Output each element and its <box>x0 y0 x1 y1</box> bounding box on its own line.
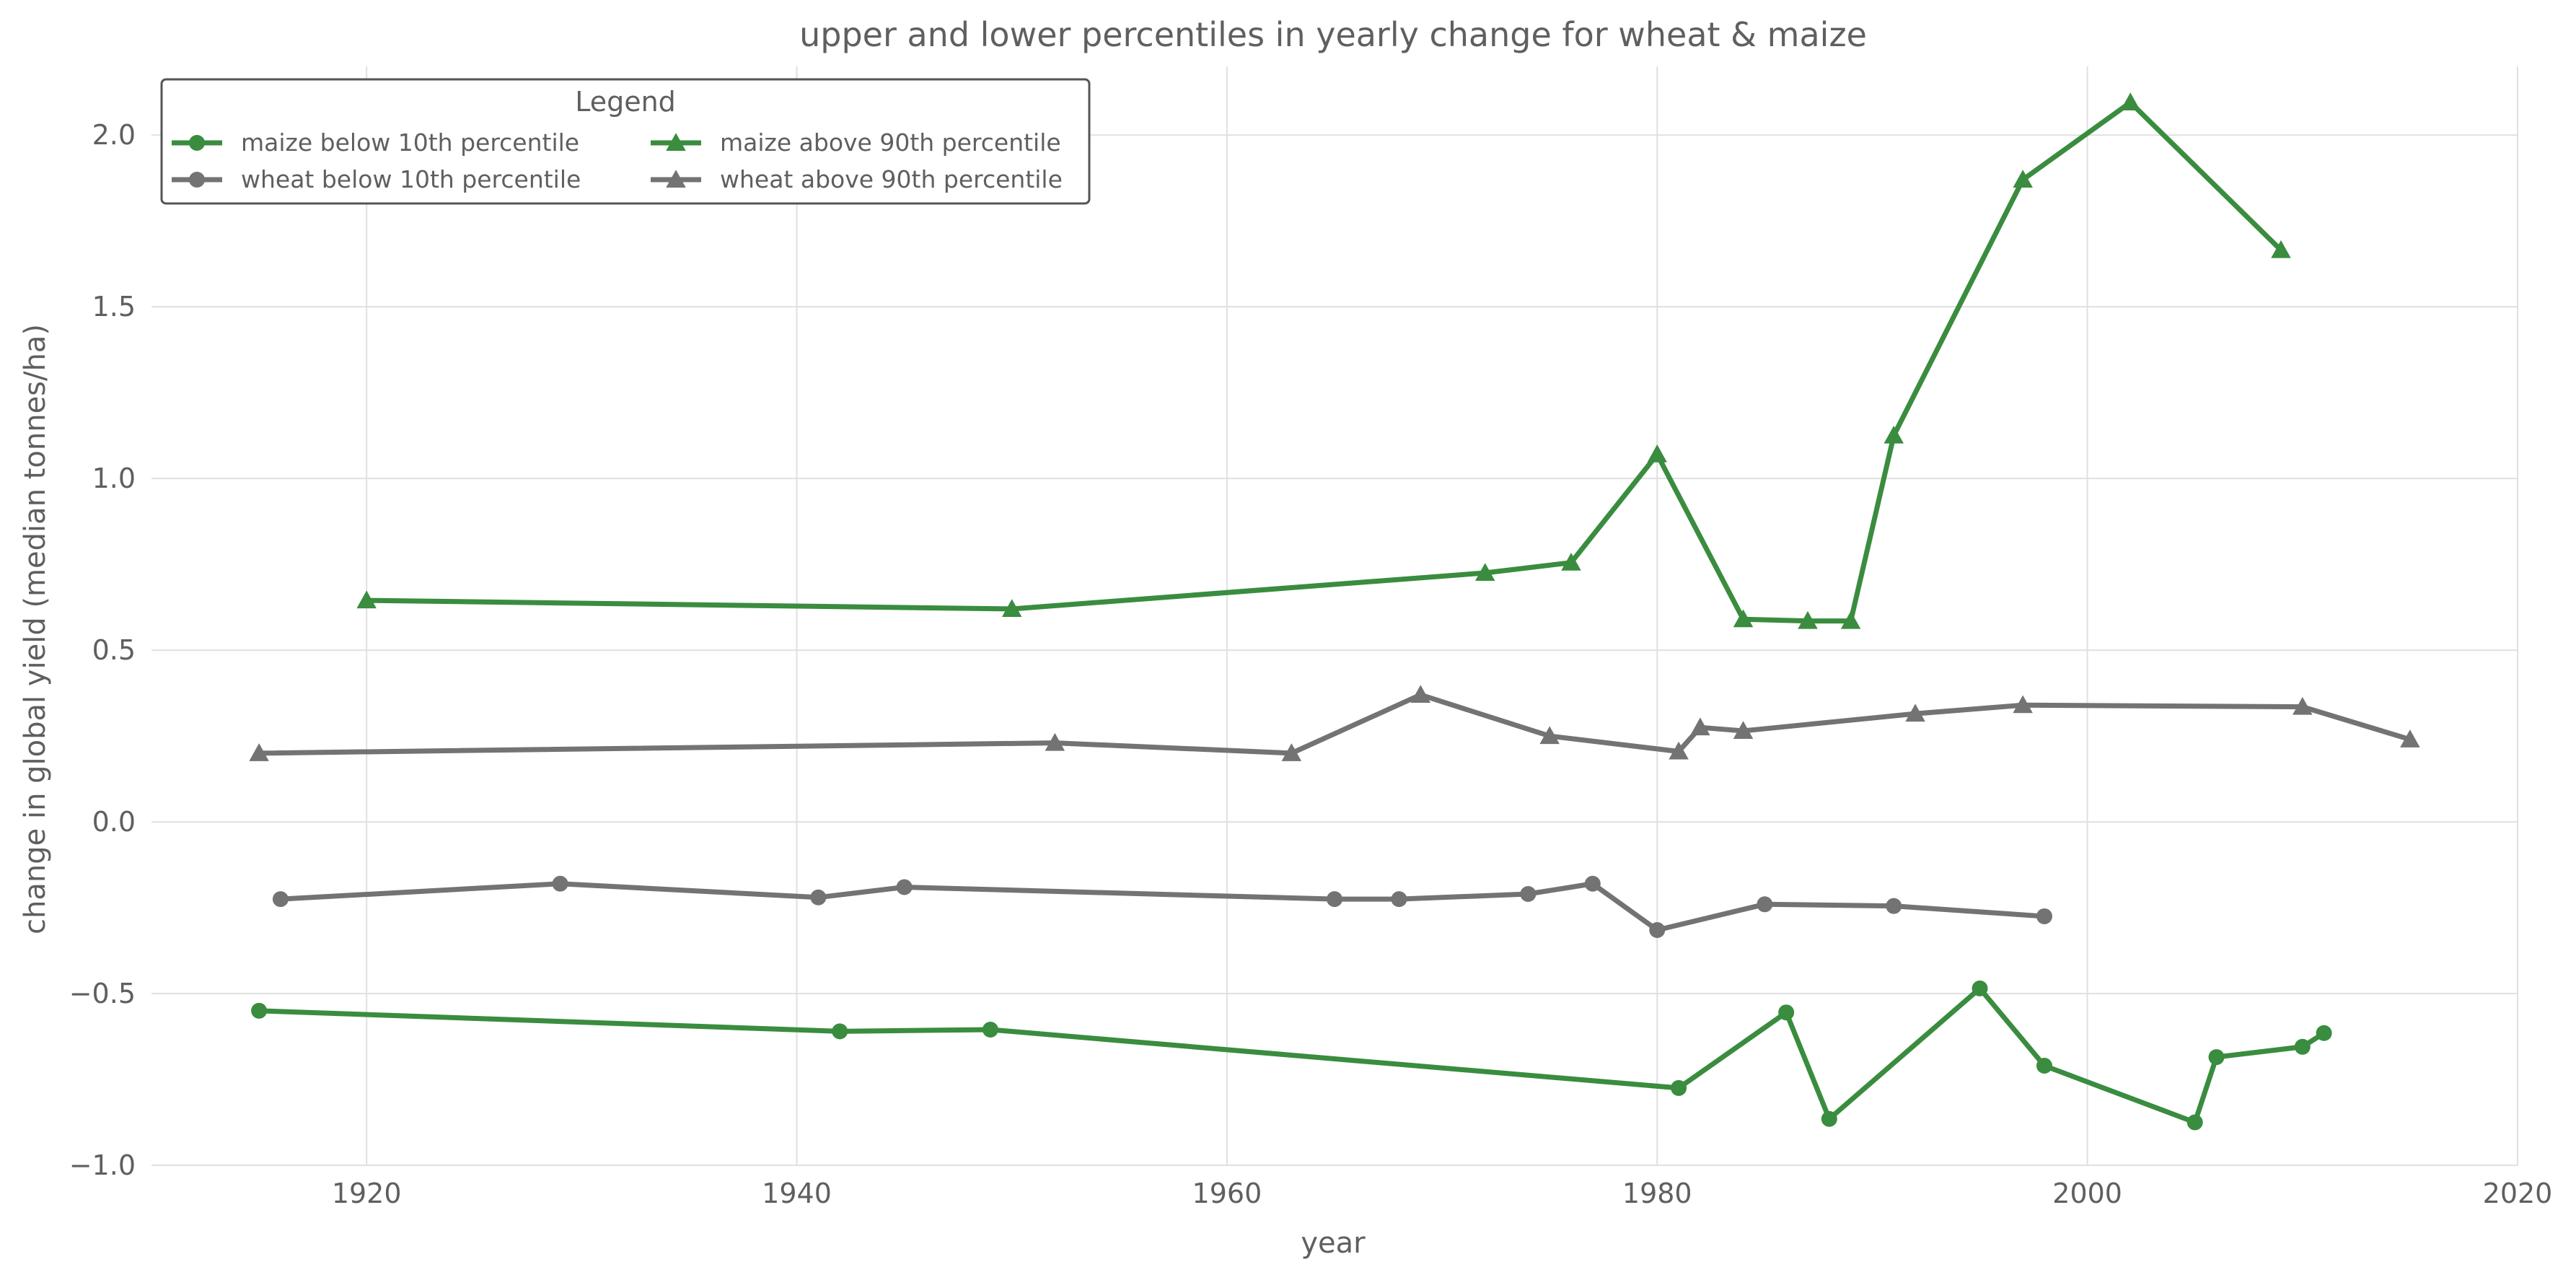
data-point <box>1733 609 1754 628</box>
data-point <box>1883 425 1904 444</box>
data-point <box>2294 1038 2311 1055</box>
data-point <box>2013 170 2033 188</box>
series-layer <box>249 92 2420 1131</box>
data-point <box>189 172 205 188</box>
data-point <box>2400 729 2420 748</box>
data-point <box>1045 732 1065 751</box>
grid <box>151 66 2518 1166</box>
data-point <box>1886 898 1902 914</box>
series-line <box>256 986 2327 1126</box>
x-tick-label: 1960 <box>1192 1178 1262 1209</box>
data-point <box>1905 703 1925 722</box>
y-tick-label: 2.0 <box>92 119 136 151</box>
series-line <box>256 692 2413 756</box>
data-point <box>1671 1079 1687 1096</box>
data-point <box>2208 1049 2225 1066</box>
series-line <box>278 881 2047 933</box>
data-point <box>2013 695 2033 714</box>
data-point <box>1410 685 1431 703</box>
data-point <box>666 133 686 151</box>
data-point <box>1821 1110 1837 1127</box>
series-maize-below-10th-percentile <box>251 980 2332 1131</box>
data-point <box>1281 743 1302 761</box>
legend-label: maize above 90th percentile <box>720 128 1061 157</box>
legend: Legend maize below 10th percentile wheat … <box>160 78 1091 205</box>
data-point <box>2036 908 2052 924</box>
data-point <box>1971 980 1988 996</box>
legend-entry: maize above 90th percentile <box>651 128 1061 157</box>
data-point <box>251 1002 268 1019</box>
data-point <box>832 1023 848 1040</box>
data-point <box>2293 696 2313 715</box>
x-tick-label: 2020 <box>2483 1178 2553 1209</box>
data-point <box>552 875 568 892</box>
data-point <box>1757 896 1773 913</box>
y-tick-label: −0.5 <box>69 978 136 1009</box>
x-tick-label: 1940 <box>762 1178 832 1209</box>
data-point <box>1391 891 1407 908</box>
data-point <box>189 135 205 151</box>
series-maize-above-90th-percentile <box>356 92 2291 629</box>
data-point <box>1798 610 1818 629</box>
data-point <box>2036 1057 2052 1074</box>
data-point <box>2316 1025 2332 1041</box>
x-axis-ticks: 1920 1940 1960 1980 2000 2020 <box>332 1178 2553 1209</box>
data-point <box>1840 610 1861 629</box>
data-point <box>2186 1114 2203 1131</box>
series-wheat-above-90th-percentile <box>249 685 2420 761</box>
data-point <box>272 891 289 908</box>
data-point <box>1539 726 1560 745</box>
series-wheat-below-10th-percentile <box>272 875 2052 938</box>
data-point <box>1520 886 1537 903</box>
y-axis-ticks: −1.0 −0.5 0.0 0.5 1.0 1.5 2.0 <box>69 119 136 1181</box>
data-point <box>1669 741 1689 760</box>
data-point <box>249 743 269 761</box>
legend-label: maize below 10th percentile <box>241 128 579 157</box>
data-point <box>1690 717 1710 736</box>
data-point <box>1647 444 1668 463</box>
data-point <box>1561 552 1581 571</box>
data-point <box>896 879 913 895</box>
y-tick-label: 0.5 <box>92 634 136 666</box>
data-point <box>1778 1004 1795 1021</box>
data-point <box>1474 563 1495 582</box>
legend-items: maize below 10th percentile wheat below 1… <box>172 128 1063 193</box>
x-axis-label: year <box>1301 1227 1366 1260</box>
y-axis-label: change in global yield (median tonnes/ha… <box>19 324 52 934</box>
data-point <box>666 170 686 188</box>
data-point <box>1649 921 1666 938</box>
x-tick-label: 1980 <box>1622 1178 1692 1209</box>
data-point <box>2120 92 2141 110</box>
data-point <box>810 889 827 906</box>
chart-title: upper and lower percentiles in yearly ch… <box>799 15 1867 54</box>
legend-entry: wheat below 10th percentile <box>172 165 581 193</box>
legend-box <box>160 78 1091 205</box>
data-point <box>1327 891 1342 908</box>
legend-title: Legend <box>575 86 676 118</box>
y-tick-label: 1.0 <box>92 463 136 494</box>
y-tick-label: −1.0 <box>69 1149 136 1181</box>
series-line <box>364 100 2284 624</box>
legend-label: wheat above 90th percentile <box>720 165 1063 193</box>
data-point <box>1733 721 1754 739</box>
x-tick-label: 2000 <box>2052 1178 2122 1209</box>
data-point <box>1001 599 1022 617</box>
data-point <box>1584 875 1601 892</box>
x-tick-label: 1920 <box>332 1178 402 1209</box>
legend-entry: wheat above 90th percentile <box>651 165 1063 193</box>
legend-entry: maize below 10th percentile <box>172 128 579 157</box>
data-point <box>982 1022 998 1038</box>
data-point <box>2271 240 2291 258</box>
y-tick-label: 1.5 <box>92 291 136 323</box>
legend-label: wheat below 10th percentile <box>241 165 581 193</box>
data-point <box>356 590 377 609</box>
y-tick-label: 0.0 <box>92 806 136 838</box>
